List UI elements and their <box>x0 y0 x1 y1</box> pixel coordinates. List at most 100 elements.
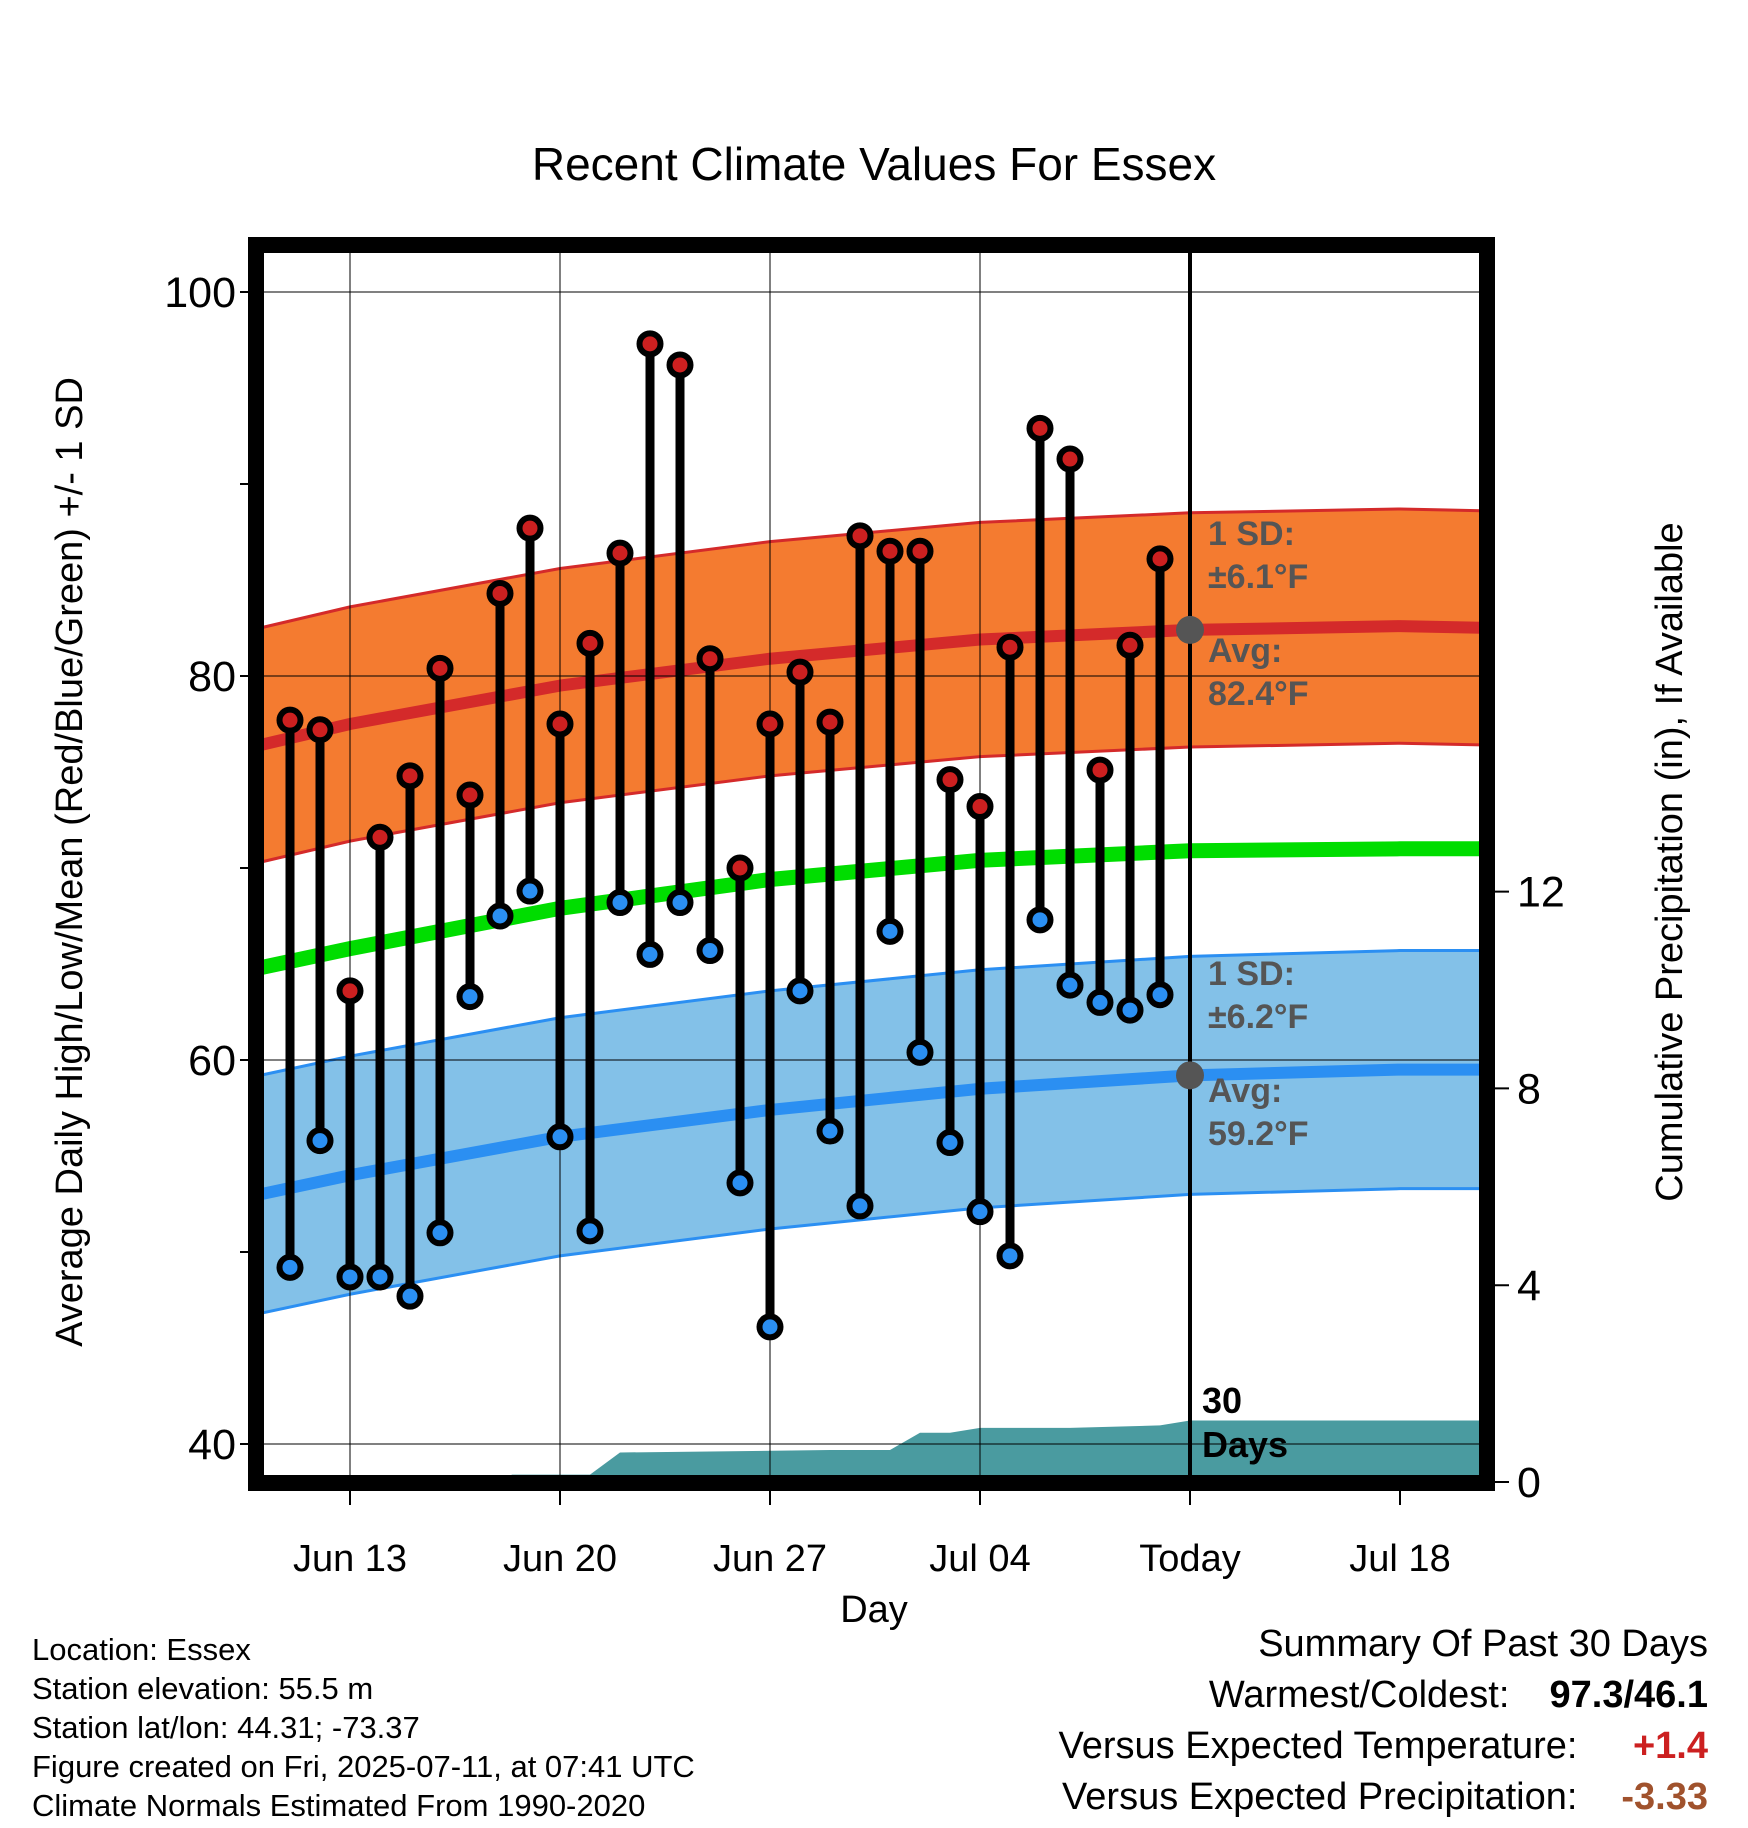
low-marker <box>426 1219 454 1247</box>
high-marker <box>576 629 604 657</box>
low-marker <box>756 1313 784 1341</box>
y-tick-label: 100 <box>164 269 236 317</box>
y2-tick-label: 4 <box>1517 1262 1541 1310</box>
low-marker <box>846 1192 874 1220</box>
low-marker <box>456 983 484 1011</box>
footer-elevation: Station elevation: 55.5 m <box>32 1671 374 1706</box>
low-marker <box>996 1242 1024 1270</box>
high-marker <box>726 854 754 882</box>
low-marker <box>396 1282 424 1310</box>
low-marker <box>666 889 694 917</box>
x-tick-label: Jun 20 <box>503 1538 617 1580</box>
low-marker <box>816 1117 844 1145</box>
high-marker <box>456 781 484 809</box>
high-marker <box>966 793 994 821</box>
low-marker <box>336 1263 364 1291</box>
y-tick-label: 80 <box>188 653 236 701</box>
high-avg-label: Avg: <box>1208 632 1282 670</box>
high-marker <box>276 706 304 734</box>
high-marker <box>786 658 814 686</box>
x-tick-label: Jul 18 <box>1349 1538 1450 1580</box>
high-marker <box>666 351 694 379</box>
high-marker <box>1086 756 1114 784</box>
low-marker <box>306 1127 334 1155</box>
high-marker <box>1116 631 1144 659</box>
normal-low-line <box>258 1063 1487 1201</box>
x-tick-label: Jun 13 <box>293 1538 407 1580</box>
low-marker <box>1026 906 1054 934</box>
y2-axis-label: Cumulative Precipitation (in), If Availa… <box>1649 522 1691 1201</box>
high-marker <box>846 522 874 550</box>
low-marker <box>276 1253 304 1281</box>
high-marker <box>426 654 454 682</box>
high-marker <box>606 539 634 567</box>
low-marker <box>906 1038 934 1066</box>
low-marker <box>576 1217 604 1245</box>
high-marker <box>906 537 934 565</box>
window-label-unit: Days <box>1202 1424 1288 1465</box>
high-marker <box>1146 545 1174 573</box>
y2-tick-label: 0 <box>1517 1459 1541 1507</box>
low-marker <box>726 1169 754 1197</box>
low-avg-value: 59.2°F <box>1208 1115 1309 1153</box>
y-tick-label: 60 <box>188 1037 236 1085</box>
summary-warm-cold-label: Warmest/Coldest: <box>1208 1674 1510 1716</box>
plot-area: 1 SD: ±6.1°F Avg: 82.4°F 1 SD: ±6.2°F Avg: 59.2… <box>164 237 1565 1580</box>
summary-precip-value: -3.33 <box>1621 1776 1708 1818</box>
low-marker <box>1086 988 1114 1016</box>
high-marker <box>756 710 784 738</box>
high-marker <box>636 330 664 358</box>
y-tick-label: 40 <box>188 1421 236 1469</box>
high-marker <box>996 633 1024 661</box>
low-sd-band-upper-edge <box>259 949 1487 1077</box>
high-sd-label: 1 SD: <box>1208 515 1295 553</box>
high-marker <box>696 645 724 673</box>
low-marker <box>876 917 904 945</box>
window-label-count: 30 <box>1202 1380 1242 1421</box>
summary-heading: Summary Of Past 30 Days <box>1258 1623 1708 1665</box>
high-marker <box>876 537 904 565</box>
high-marker <box>816 708 844 736</box>
low-marker <box>1056 971 1084 999</box>
low-marker <box>546 1123 574 1151</box>
high-marker <box>396 762 424 790</box>
low-marker <box>936 1129 964 1157</box>
low-marker <box>516 877 544 905</box>
x-tick-label: Today <box>1139 1538 1240 1580</box>
low-marker <box>696 937 724 965</box>
summary-temp-label: Versus Expected Temperature: <box>1058 1725 1578 1767</box>
high-marker <box>336 977 364 1005</box>
high-marker <box>516 514 544 542</box>
high-marker <box>366 823 394 851</box>
y2-tick-label: 8 <box>1517 1065 1541 1113</box>
x-tick-label: Jun 27 <box>713 1538 827 1580</box>
high-sd-band <box>260 508 1487 863</box>
high-marker <box>486 579 514 607</box>
summary-precip: Versus Expected Precipitation: -3.33 <box>1062 1776 1708 1819</box>
chart-title: Recent Climate Values For Essex <box>532 138 1216 190</box>
footer-normals: Climate Normals Estimated From 1990-2020 <box>32 1788 646 1823</box>
high-marker <box>1026 414 1054 442</box>
plot-frame <box>248 237 1495 1491</box>
summary-temp: Versus Expected Temperature: +1.4 <box>1059 1725 1708 1768</box>
x-tick-label: Jul 04 <box>929 1538 1030 1580</box>
x-axis-label: Day <box>840 1589 908 1631</box>
summary-temp-value: +1.4 <box>1632 1725 1708 1767</box>
low-avg-label: Avg: <box>1208 1072 1282 1110</box>
high-marker <box>1056 445 1084 473</box>
low-sd-label: 1 SD: <box>1208 955 1295 993</box>
high-avg-value: 82.4°F <box>1208 675 1309 713</box>
high-marker <box>936 766 964 794</box>
y2-tick-label: 12 <box>1517 869 1565 917</box>
today-high-avg-marker <box>1176 615 1204 644</box>
low-marker <box>636 940 664 968</box>
precip-area <box>260 1420 1487 1483</box>
low-marker <box>606 889 634 917</box>
low-sd-band <box>260 950 1487 1314</box>
high-marker <box>306 716 334 744</box>
summary-warm-cold-value: 97.3/46.1 <box>1549 1674 1708 1716</box>
low-marker <box>1116 996 1144 1024</box>
low-marker <box>366 1263 394 1291</box>
footer-location: Location: Essex <box>32 1632 251 1667</box>
